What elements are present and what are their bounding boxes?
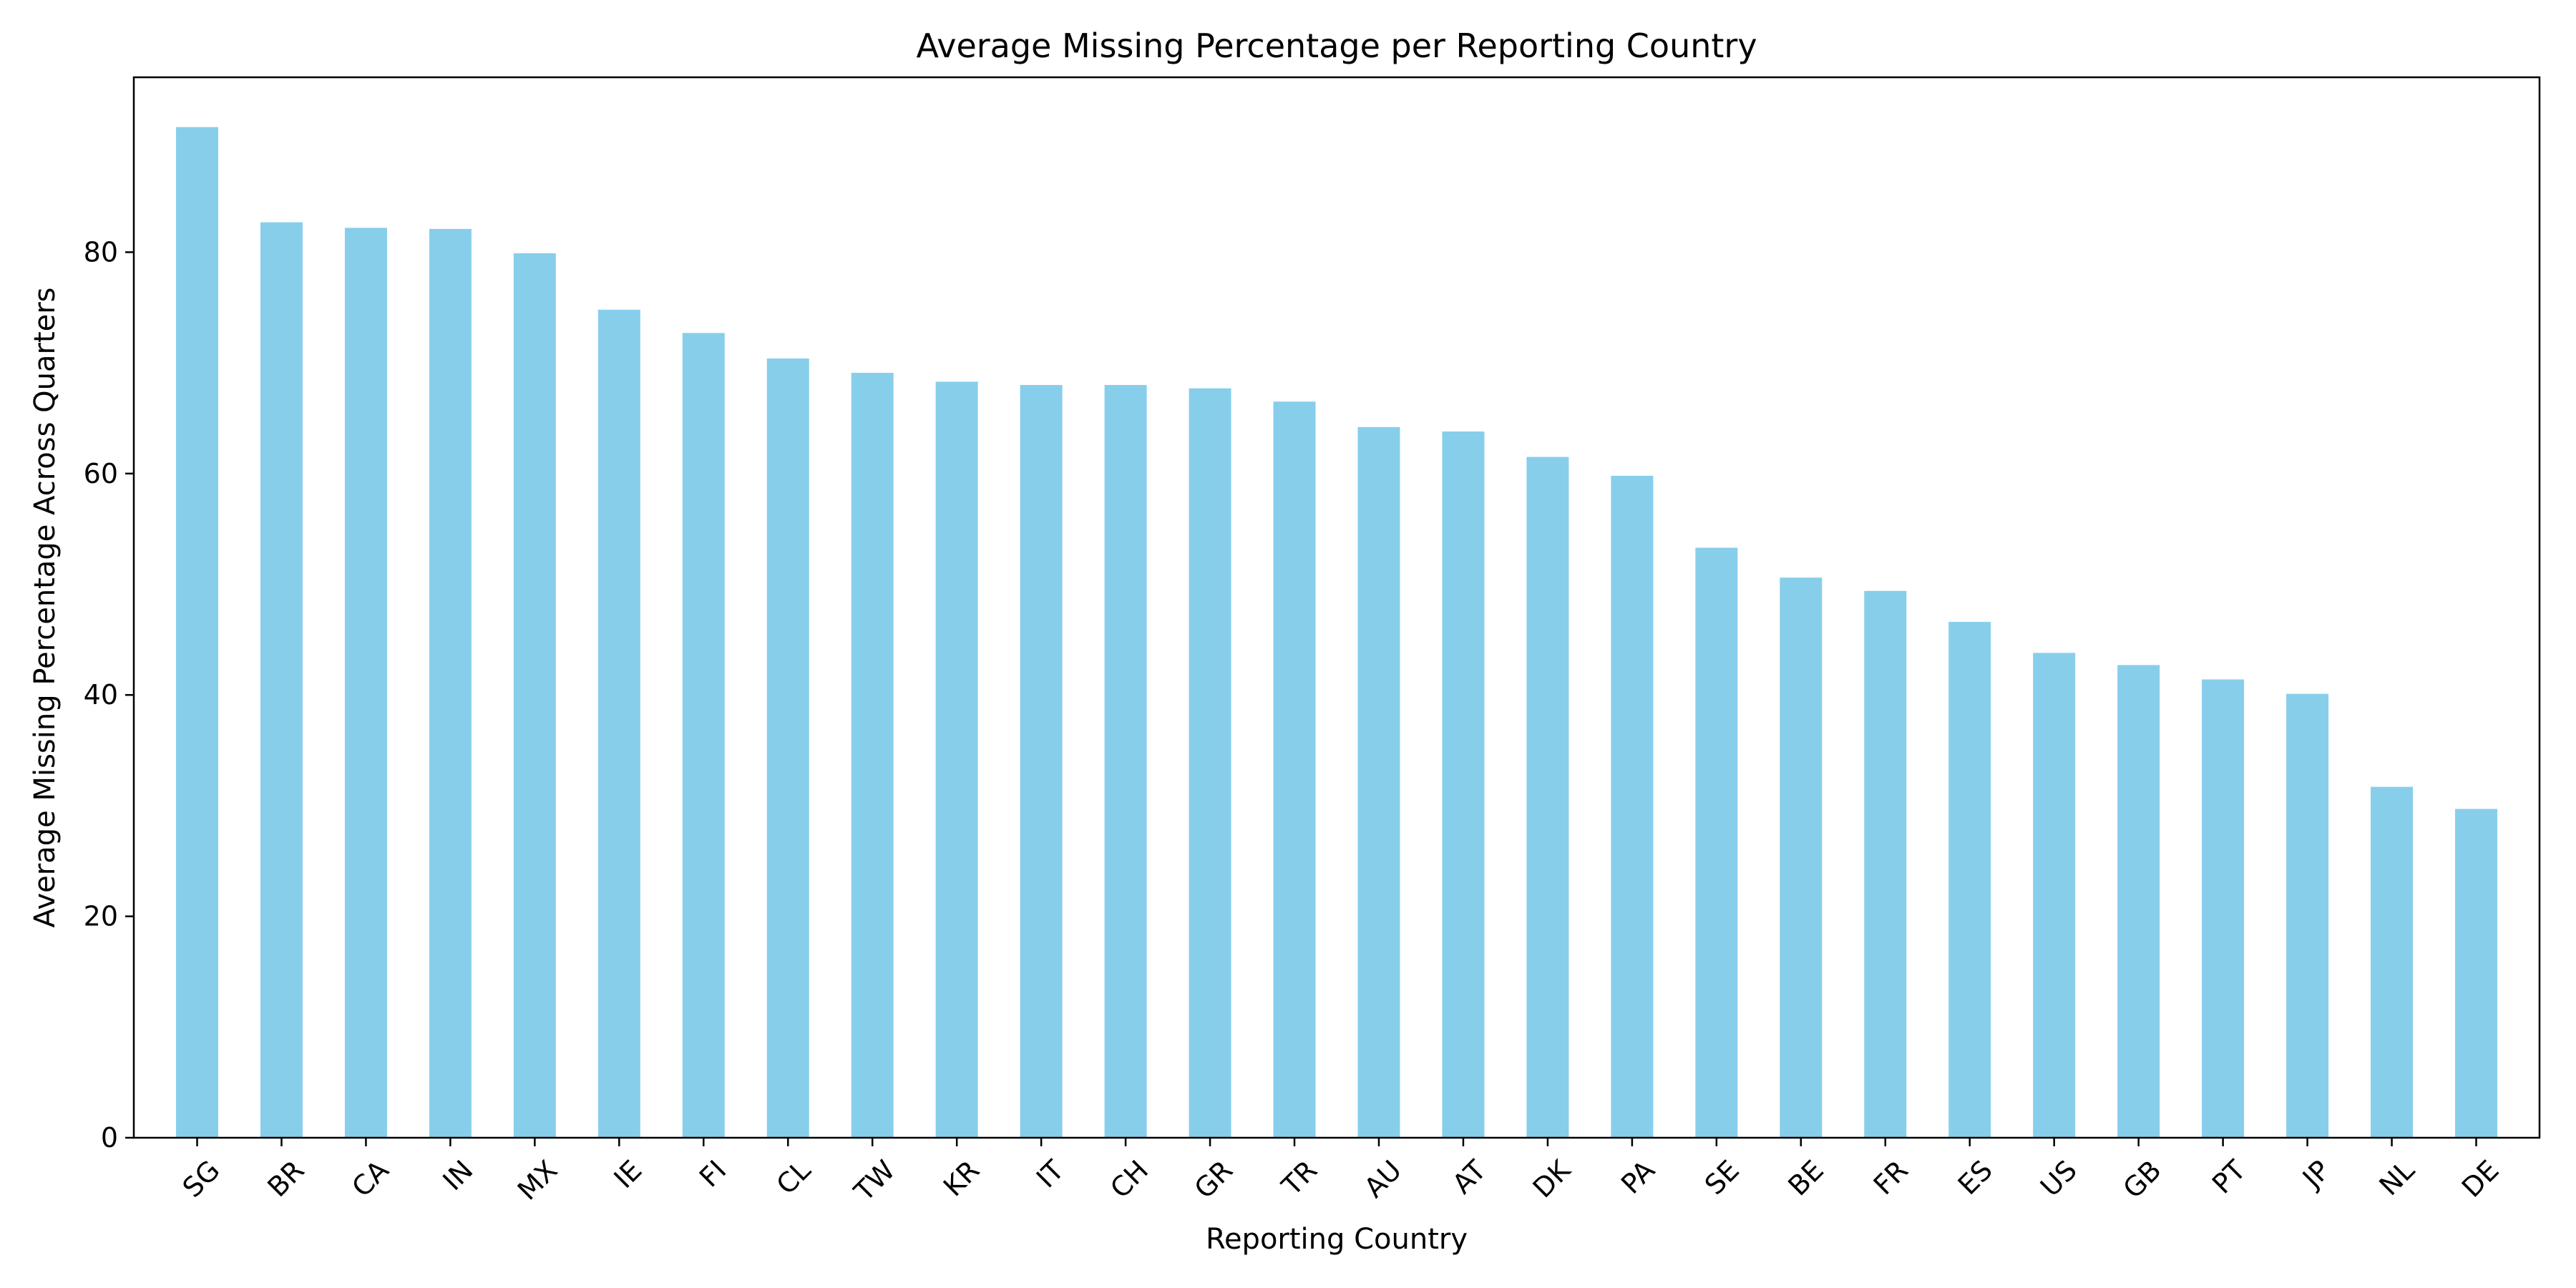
y-tick-label-80: 80 [84,236,118,268]
x-tick-label-de: DE [2456,1154,2505,1204]
bar-sg [175,127,218,1138]
x-tick-label-pa: PA [1615,1154,1661,1200]
bar-ca [344,228,387,1138]
x-tick-label-se: SE [1699,1154,1745,1201]
bar-fr [1864,590,1907,1138]
y-tick-label-40: 40 [84,679,118,711]
bar-se [1695,547,1738,1138]
y-tick-label-20: 20 [84,901,118,932]
x-tick-label-es: ES [1952,1154,1999,1201]
bars-group [175,127,2498,1138]
x-tick-label-kr: KR [937,1154,985,1202]
chart-title: Average Missing Percentage per Reporting… [916,26,1757,65]
bar-cl [766,358,809,1138]
x-tick-label-it: IT [1030,1153,1070,1194]
bar-br [260,222,303,1138]
x-tick-label-jp: JP [2296,1154,2336,1195]
x-tick-label-br: BR [261,1154,310,1203]
x-tick-label-dk: DK [1527,1153,1577,1204]
x-tick-label-ie: IE [608,1154,648,1194]
y-tick-label-60: 60 [84,458,118,489]
bar-at [1442,431,1485,1138]
x-tick-label-mx: MX [512,1154,564,1206]
x-tick-label-us: US [2034,1154,2083,1203]
bar-be [1780,577,1823,1138]
x-tick-label-tw: TW [848,1154,902,1208]
x-tick-label-ch: CH [1104,1154,1154,1204]
x-ticks-group: SG BR CA IN MX IE FI CL TW KR IT CH GR TR AU AT DK PA SE BE… [177,1138,2505,1208]
x-axis-label: Reporting Country [1206,1223,1468,1256]
x-tick-label-at: AT [1446,1153,1492,1199]
bar-jp [2286,693,2329,1138]
bar-pt [2202,679,2245,1138]
bar-it [1020,385,1063,1138]
x-tick-label-fr: FR [1868,1154,1914,1201]
bar-fi [682,333,725,1138]
x-tick-label-sg: SG [177,1154,226,1204]
x-tick-label-cl: CL [771,1154,817,1201]
plot-frame [132,76,2541,1139]
x-tick-label-nl: NL [2373,1154,2421,1201]
y-tick-label-0: 0 [101,1122,118,1153]
bar-ie [597,309,640,1138]
bar-ch [1104,385,1147,1138]
bar-nl [2371,786,2414,1138]
x-tick-label-gb: GB [2117,1154,2167,1204]
x-tick-label-ca: CA [346,1154,394,1203]
bar-in [429,228,472,1138]
bar-tr [1273,401,1316,1138]
x-tick-label-in: IN [436,1154,479,1196]
bar-dk [1526,457,1569,1138]
bar-gr [1189,388,1231,1138]
bar-de [2455,809,2498,1138]
x-tick-label-fi: FI [693,1154,733,1194]
bar-kr [935,381,978,1138]
x-tick-label-be: BE [1782,1154,1830,1202]
y-ticks-group: 0 20 40 60 80 [84,236,134,1153]
bar-mx [513,253,556,1138]
x-tick-label-tr: TR [1275,1154,1323,1202]
x-tick-label-pt: PT [2206,1154,2252,1200]
y-axis-label: Average Missing Percentage Across Quarte… [29,287,62,927]
bar-au [1357,426,1400,1138]
bar-pa [1611,475,1654,1138]
x-tick-label-au: AU [1358,1154,1407,1204]
bar-tw [851,373,894,1138]
x-tick-label-gr: GR [1189,1154,1239,1205]
bar-es [1948,622,1991,1138]
bar-us [2033,653,2076,1138]
bar-gb [2117,665,2160,1138]
